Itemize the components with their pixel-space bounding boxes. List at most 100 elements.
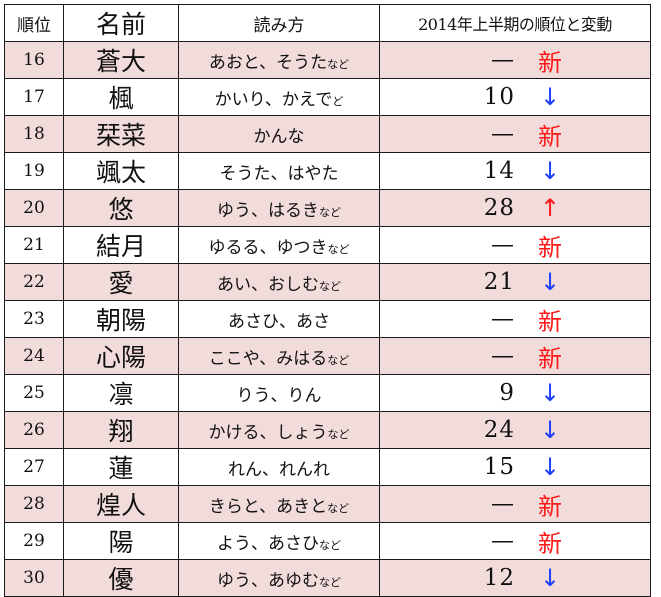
new-entry-mark: 新 — [538, 122, 562, 151]
name-cell: 楓 — [63, 78, 179, 116]
table-body: 16 蒼大 あおと、そうたなど — 新 17 楓かいり、かえでど 10 ↓ 18 栞菜 かんな — 新 19… — [4, 41, 651, 597]
reading-cell: ゆう、はるきなど — [178, 189, 380, 227]
header-change: 2014年上半期の順位と変動 — [379, 4, 651, 42]
new-entry-mark: 新 — [538, 344, 562, 373]
rank-cell: 18 — [4, 115, 64, 153]
table-row: 25 凛りう、りん 9 ↓ — [4, 374, 651, 412]
table-row: 30 優ゆう、あゆむなど 12 ↓ — [4, 559, 651, 597]
reading-text: れん、れんれ — [228, 459, 330, 480]
reading-suffix: など — [319, 279, 341, 293]
new-entry-mark: 新 — [538, 492, 562, 521]
previous-rank: 9 — [499, 380, 515, 406]
reading-cell: あおと、そうたなど — [178, 41, 380, 79]
reading-cell: よう、あさひなど — [178, 522, 380, 560]
previous-rank: — — [491, 121, 515, 147]
table-row: 20 悠ゆう、はるきなど 28 ↑ — [4, 189, 651, 227]
name-cell: 煌人 — [63, 485, 179, 523]
reading-suffix: など — [327, 57, 350, 71]
rank-cell: 16 — [4, 41, 64, 79]
change-cell: — 新 — [379, 522, 651, 560]
name-cell: 陽 — [63, 522, 179, 560]
header-rank: 順位 — [4, 4, 64, 42]
previous-rank: — — [491, 343, 515, 369]
table-row: 23 朝陽 あさひ、あさ — 新 — [4, 300, 651, 338]
reading-text: かんな — [253, 126, 305, 147]
reading-text: ここや、みはる — [208, 348, 328, 369]
rank-cell: 26 — [4, 411, 64, 449]
rank-cell: 30 — [4, 559, 64, 597]
previous-rank: — — [491, 306, 515, 332]
name-cell: 愛 — [63, 263, 179, 301]
down-arrow-icon: ↓ — [539, 379, 561, 407]
previous-rank: — — [491, 491, 515, 517]
previous-rank: 15 — [483, 454, 515, 480]
reading-cell: ゆう、あゆむなど — [178, 559, 380, 597]
down-arrow-icon: ↓ — [539, 416, 561, 444]
reading-text: かける、しょう — [208, 422, 328, 443]
previous-rank: 14 — [483, 158, 515, 184]
name-cell: 朝陽 — [63, 300, 179, 338]
rank-cell: 20 — [4, 189, 64, 227]
name-cell: 心陽 — [63, 337, 179, 375]
reading-text: あさひ、あさ — [228, 311, 330, 332]
name-ranking-table: 順位 名前 読み方 2014年上半期の順位と変動 16 蒼大 あおと、そうたなど — 新… — [4, 4, 651, 597]
change-cell: 12 ↓ — [379, 559, 651, 597]
change-cell: — 新 — [379, 337, 651, 375]
reading-cell: かける、しょうなど — [178, 411, 380, 449]
reading-cell: ゆるる、ゆつきなど — [178, 226, 380, 264]
reading-cell: かいり、かえでど — [178, 78, 380, 116]
table-row: 17 楓かいり、かえでど 10 ↓ — [4, 78, 651, 116]
header-name: 名前 — [63, 4, 179, 42]
previous-rank: — — [491, 47, 515, 73]
change-cell: 9 ↓ — [379, 374, 651, 412]
previous-rank: 21 — [483, 269, 515, 295]
reading-cell: かんな — [178, 115, 380, 153]
reading-text: あおと、そうた — [208, 52, 328, 73]
name-cell: 蒼大 — [63, 41, 179, 79]
rank-cell: 24 — [4, 337, 64, 375]
name-cell: 蓮 — [63, 448, 179, 486]
name-cell: 颯太 — [63, 152, 179, 190]
table-row: 29 陽よう、あさひなど — 新 — [4, 522, 651, 560]
header-reading: 読み方 — [178, 4, 380, 42]
down-arrow-icon: ↓ — [539, 453, 561, 481]
change-cell: — 新 — [379, 300, 651, 338]
previous-rank: 10 — [483, 84, 515, 110]
reading-text: ゆるる、ゆつき — [208, 237, 328, 258]
rank-cell: 28 — [4, 485, 64, 523]
reading-text: ゆう、はるき — [217, 200, 319, 221]
new-entry-mark: 新 — [538, 233, 562, 262]
previous-rank: 24 — [483, 417, 515, 443]
table-row: 19 颯太 そうた、はやた 14 ↓ — [4, 152, 651, 190]
change-cell: — 新 — [379, 226, 651, 264]
change-cell: — 新 — [379, 41, 651, 79]
reading-text: よう、あさひ — [217, 533, 319, 554]
reading-suffix: など — [327, 501, 350, 515]
table-row: 24 心陽 ここや、みはるなど — 新 — [4, 337, 651, 375]
table-row: 26 翔かける、しょうなど 24 ↓ — [4, 411, 651, 449]
up-arrow-icon: ↑ — [539, 194, 561, 222]
reading-cell: あい、おしむなど — [178, 263, 380, 301]
change-cell: 28 ↑ — [379, 189, 651, 227]
previous-rank: — — [491, 232, 515, 258]
reading-suffix: など — [319, 538, 341, 552]
reading-suffix: など — [327, 427, 350, 441]
rank-cell: 21 — [4, 226, 64, 264]
reading-cell: そうた、はやた — [178, 152, 380, 190]
table-row: 22 愛あい、おしむなど 21 ↓ — [4, 263, 651, 301]
change-cell: — 新 — [379, 485, 651, 523]
name-cell: 優 — [63, 559, 179, 597]
rank-cell: 17 — [4, 78, 64, 116]
down-arrow-icon: ↓ — [539, 564, 561, 592]
change-cell: — 新 — [379, 115, 651, 153]
previous-rank: — — [491, 528, 515, 554]
reading-cell: れん、れんれ — [178, 448, 380, 486]
table-row: 27 蓮 れん、れんれ 15 ↓ — [4, 448, 651, 486]
rank-cell: 29 — [4, 522, 64, 560]
name-cell: 凛 — [63, 374, 179, 412]
name-cell: 結月 — [63, 226, 179, 264]
table-row: 18 栞菜 かんな — 新 — [4, 115, 651, 153]
down-arrow-icon: ↓ — [539, 83, 561, 111]
reading-suffix: など — [327, 353, 350, 367]
reading-cell: あさひ、あさ — [178, 300, 380, 338]
